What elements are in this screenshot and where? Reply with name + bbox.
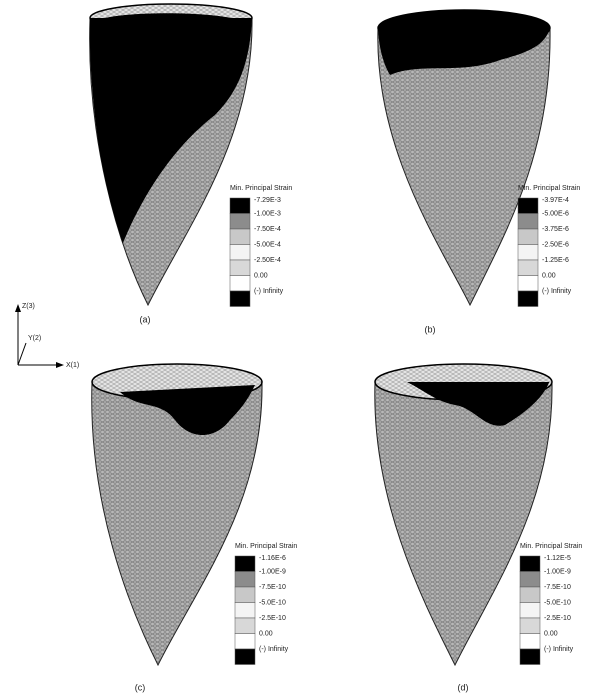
legend-swatch — [518, 198, 538, 214]
legend-label: -5.00E-4 — [254, 241, 281, 248]
legend-swatch — [235, 556, 255, 572]
legend-label: -1.00E-9 — [259, 568, 286, 575]
legend-swatch — [235, 618, 255, 634]
legend-swatch — [230, 214, 250, 230]
legend-swatch — [518, 229, 538, 245]
legend-swatch — [230, 276, 250, 292]
legend-label: (-) Infinity — [254, 288, 284, 295]
caption: (c) — [135, 682, 146, 692]
legend-label: -7.50E-4 — [254, 226, 281, 233]
axes-triad: Z(3) Y(2) X(1) — [15, 303, 79, 369]
legend-label: -3.75E-6 — [542, 226, 569, 233]
legend-swatch — [520, 603, 540, 619]
legend-label: -5.0E-10 — [544, 599, 571, 606]
caption: (a) — [140, 314, 151, 324]
legend-swatch — [520, 618, 540, 634]
legend-swatch — [235, 634, 255, 650]
legend-swatch — [230, 291, 250, 307]
legend-label: (-) Infinity — [259, 646, 289, 653]
legend-swatch — [518, 260, 538, 276]
legend-swatch — [520, 587, 540, 603]
legend-label: -2.50E-6 — [542, 241, 569, 248]
legend-label: -7.5E-10 — [544, 584, 571, 591]
strain-region — [378, 10, 550, 46]
caption: (b) — [425, 324, 436, 334]
legend-swatch — [235, 603, 255, 619]
legend-label: 0.00 — [254, 272, 268, 279]
legend-title: Min. Principal Strain — [235, 543, 297, 550]
legend-label: (-) Infinity — [544, 646, 574, 653]
legend-swatch — [235, 572, 255, 588]
legend-label: 0.00 — [544, 630, 558, 637]
legend-swatch — [520, 634, 540, 650]
legend-title: Min. Principal Strain — [230, 185, 292, 192]
legend-swatch — [230, 260, 250, 276]
legend-label: -7.29E-3 — [254, 197, 281, 204]
legend-swatch — [520, 649, 540, 665]
legend-label: (-) Infinity — [542, 288, 572, 295]
legend-label: -7.5E-10 — [259, 584, 286, 591]
legend-swatch — [518, 245, 538, 261]
legend-label: -3.97E-4 — [542, 197, 569, 204]
legend-label: -1.00E-9 — [544, 568, 571, 575]
legend-swatch — [518, 276, 538, 292]
legend-label: 0.00 — [542, 272, 556, 279]
z-axis-label: Z(3) — [22, 303, 35, 310]
legend-swatch — [230, 245, 250, 261]
legend-label: -2.5E-10 — [544, 615, 571, 622]
legend-label: -5.0E-10 — [259, 599, 286, 606]
legend-swatch — [518, 214, 538, 230]
legend-label: -1.00E-3 — [254, 210, 281, 217]
legend-label: -1.12E-5 — [544, 555, 571, 562]
legend-swatch — [520, 556, 540, 572]
legend-swatch — [235, 587, 255, 603]
legend-swatch — [230, 198, 250, 214]
panel: Min. Principal Strain -1.16E-6 -1.00E-9 -7.… — [92, 364, 298, 692]
legend-label: -5.00E-6 — [542, 210, 569, 217]
legend-swatch — [520, 572, 540, 588]
panel: Min. Principal Strain -3.97E-4 -5.00E-6 -3.… — [378, 10, 581, 334]
y-axis-label: Y(2) — [28, 335, 41, 342]
legend-swatch — [235, 649, 255, 665]
caption: (d) — [458, 682, 469, 692]
legend-swatch — [230, 229, 250, 245]
legend-label: -2.5E-10 — [259, 615, 286, 622]
legend-title: Min. Principal Strain — [518, 185, 580, 192]
x-axis-label: X(1) — [66, 362, 79, 369]
panel: Min. Principal Strain -1.12E-5 -1.00E-9 -7.… — [375, 364, 583, 692]
panel: Min. Principal Strain -7.29E-3 -1.00E-3 -7.… — [90, 4, 293, 324]
figure: Z(3) Y(2) X(1) Min. Principal Strain -7.2… — [0, 0, 599, 700]
legend-label: -1.25E-6 — [542, 257, 569, 264]
legend-label: 0.00 — [259, 630, 273, 637]
legend-label: -2.50E-4 — [254, 257, 281, 264]
legend-swatch — [518, 291, 538, 307]
legend-label: -1.16E-6 — [259, 555, 286, 562]
legend-title: Min. Principal Strain — [520, 543, 582, 550]
